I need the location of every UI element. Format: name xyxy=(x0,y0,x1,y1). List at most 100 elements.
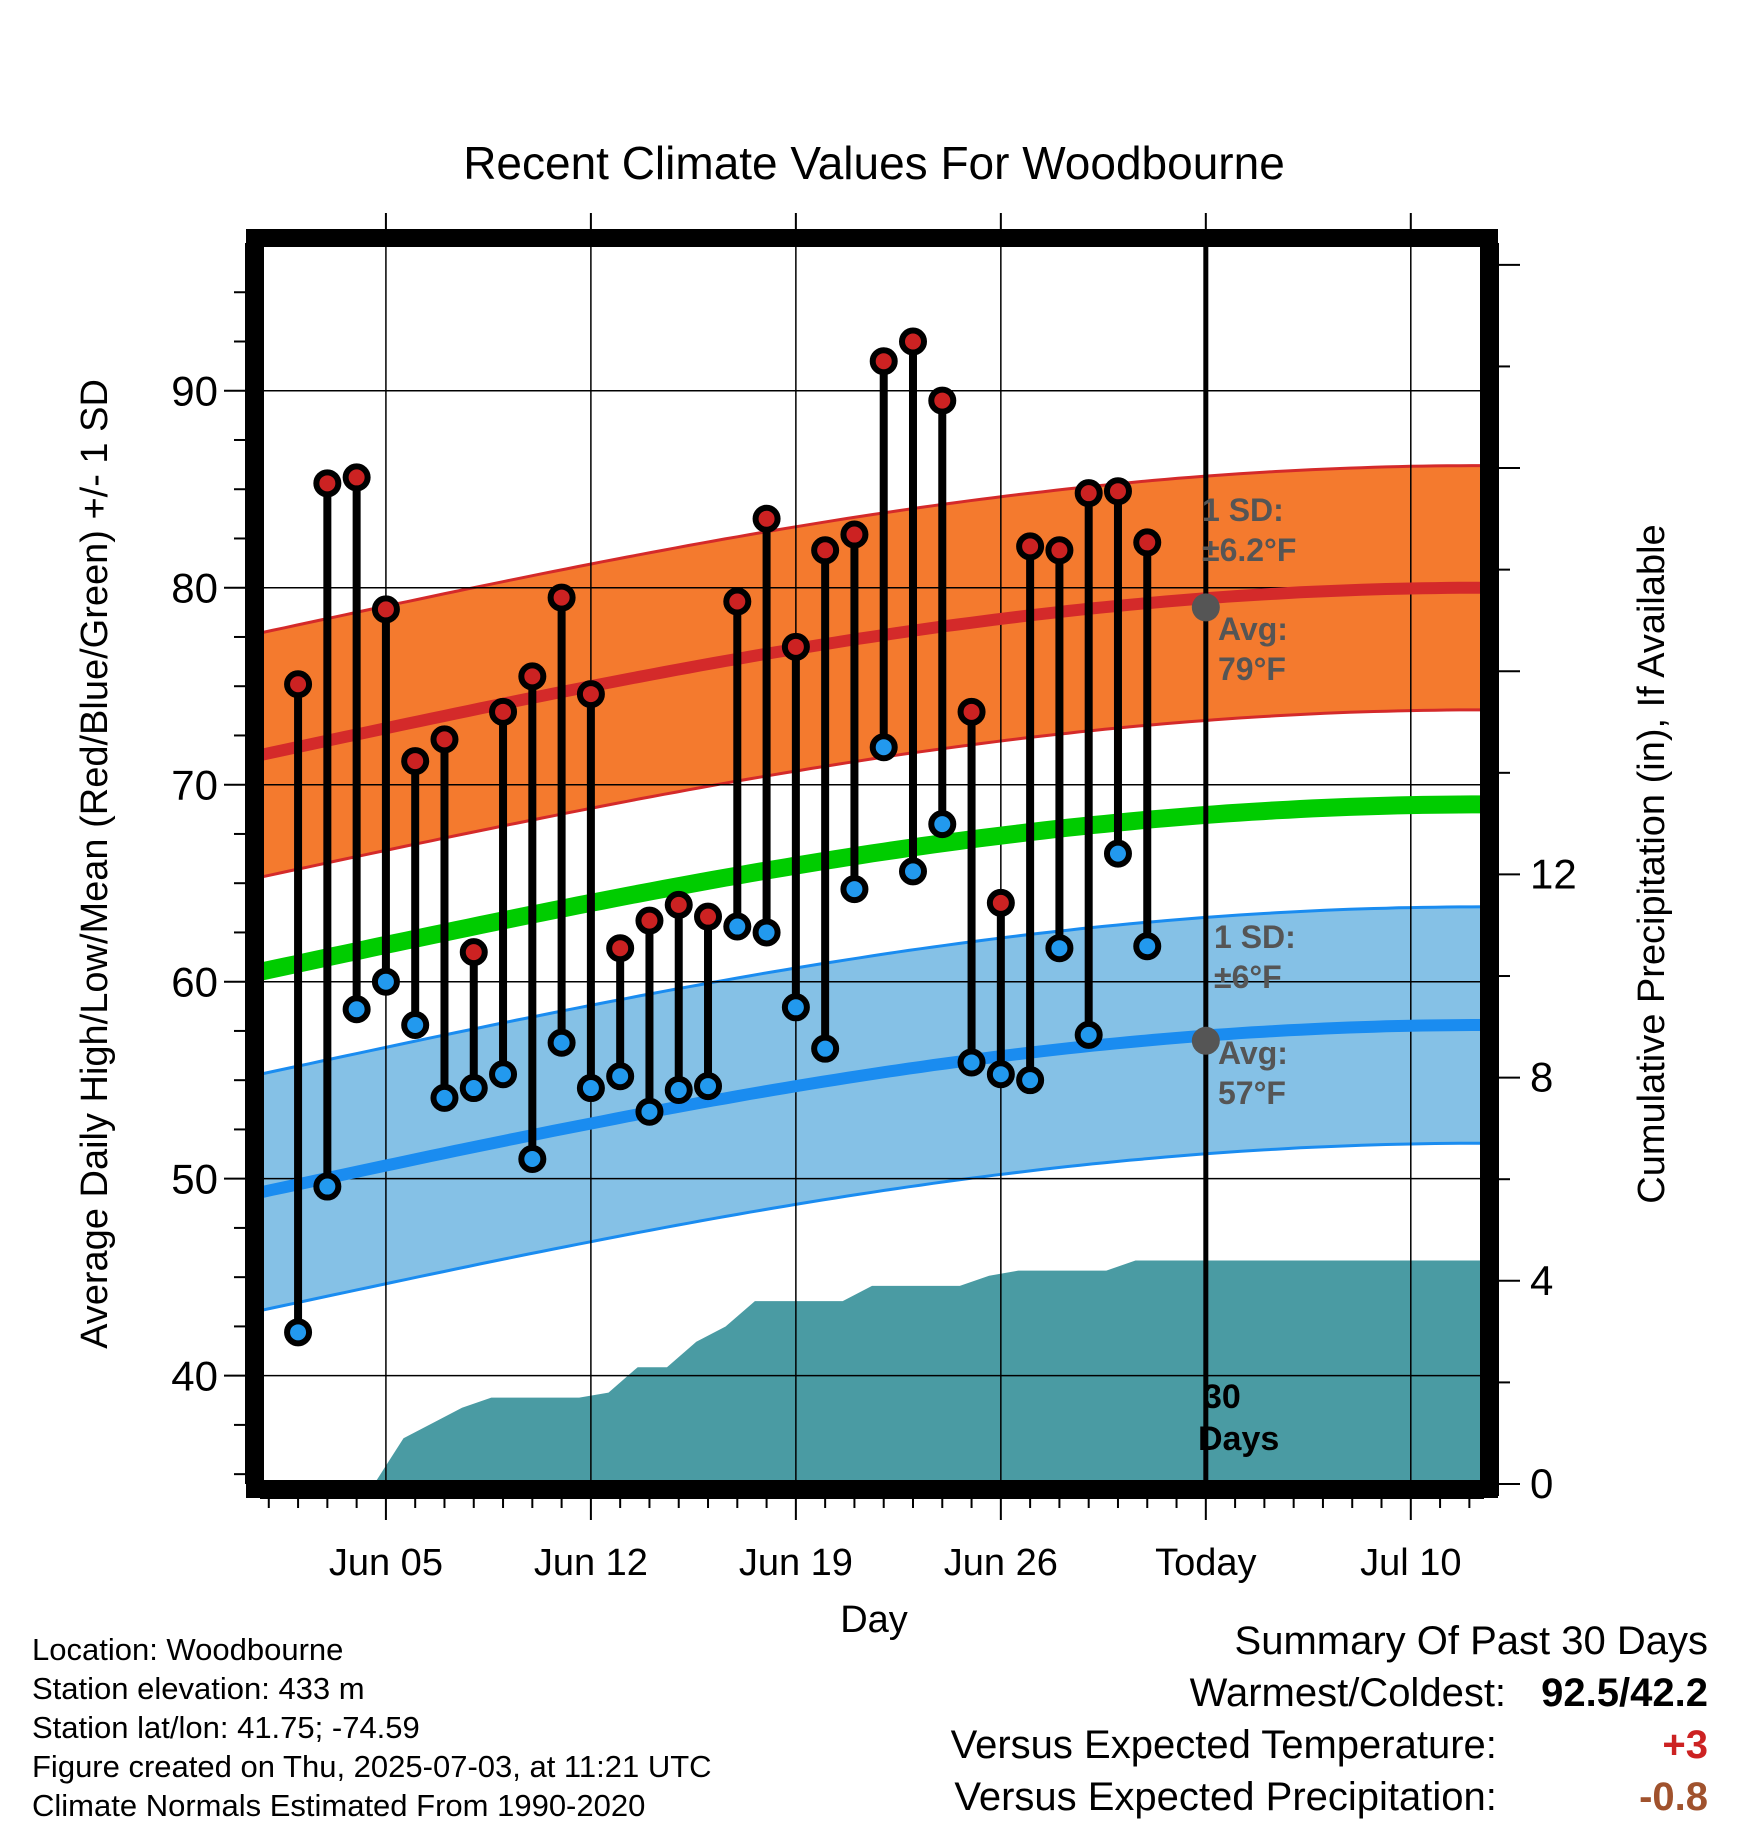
daily-low-point xyxy=(1074,1020,1103,1049)
daily-high-point xyxy=(664,890,693,919)
y-tick-label: 40 xyxy=(171,1353,218,1400)
daily-low-point xyxy=(284,1318,313,1347)
daily-high-point xyxy=(313,469,342,498)
daily-high-point xyxy=(694,902,723,931)
daily-high-point xyxy=(1103,477,1132,506)
daily-low-point xyxy=(401,1011,430,1040)
daily-high-point xyxy=(576,680,605,709)
normal-low-line xyxy=(260,1019,1484,1199)
elevation-text: Station elevation: 433 m xyxy=(32,1671,365,1706)
daily-low-point xyxy=(459,1074,488,1103)
daily-low-point xyxy=(898,857,927,886)
low-sd-lower-edge xyxy=(260,1141,1484,1313)
y2-axis-title: Cumulative Precipitation (in), If Availa… xyxy=(1631,524,1673,1203)
summary-panel: Summary Of Past 30 Days Warmest/Coldest:… xyxy=(951,1615,1708,1823)
daily-high-point xyxy=(342,463,371,492)
daily-high-point xyxy=(781,632,810,661)
y-tick-label: 60 xyxy=(171,959,218,1006)
daily-high-point xyxy=(1045,536,1074,565)
daily-high-point xyxy=(840,520,869,549)
daily-low-point xyxy=(547,1028,576,1057)
daily-high-point xyxy=(957,697,986,726)
x-tick-label: Jun 12 xyxy=(534,1542,648,1584)
high-sd-annotation: 1 SD: ±6.2°F xyxy=(1202,492,1296,568)
daily-low-point xyxy=(957,1048,986,1077)
daily-low-point xyxy=(752,918,781,947)
daily-high-point xyxy=(430,725,459,754)
low-sd-annotation: 1 SD: ±6°F xyxy=(1214,919,1296,995)
daily-high-point xyxy=(928,386,957,415)
created-text: Figure created on Thu, 2025-07-03, at 11… xyxy=(32,1749,712,1784)
x-tick-label: Today xyxy=(1155,1542,1256,1584)
temp-anomaly-value: +3 xyxy=(1662,1723,1708,1767)
precip-anomaly-value: -0.8 xyxy=(1639,1775,1708,1819)
daily-low-point xyxy=(723,912,752,941)
daily-high-point xyxy=(284,670,313,699)
daily-high-point xyxy=(371,595,400,624)
x-tick-label: Jun 05 xyxy=(329,1542,443,1584)
high-avg-annotation: Avg: 79°F xyxy=(1218,611,1288,687)
daily-low-point xyxy=(811,1034,840,1063)
normal-mean-line xyxy=(260,795,1484,981)
y2-tick-label: 0 xyxy=(1530,1460,1553,1507)
daily-high-point xyxy=(606,934,635,963)
summary-title: Summary Of Past 30 Days xyxy=(1234,1619,1708,1663)
daily-low-point xyxy=(928,810,957,839)
daily-high-point xyxy=(1133,528,1162,557)
daily-low-point xyxy=(576,1074,605,1103)
daily-low-point xyxy=(1103,839,1132,868)
daily-low-point xyxy=(664,1076,693,1105)
precipitation-area xyxy=(260,1260,1484,1484)
daily-high-point xyxy=(518,662,547,691)
daily-low-point xyxy=(781,993,810,1022)
daily-low-point xyxy=(986,1060,1015,1089)
x-tick-label: Jun 26 xyxy=(944,1542,1058,1584)
temp-anomaly-label: Versus Expected Temperature: xyxy=(950,1723,1497,1767)
daily-high-point xyxy=(459,938,488,967)
y-tick-label: 70 xyxy=(171,762,218,809)
daily-low-point xyxy=(869,733,898,762)
daily-low-point xyxy=(606,1062,635,1091)
low-sd-band xyxy=(260,906,1484,1311)
station-info: Location: Woodbourne Station elevation: … xyxy=(32,1630,712,1825)
y-tick-label: 50 xyxy=(171,1156,218,1203)
normal-high-line xyxy=(260,581,1484,762)
y-tick-label: 90 xyxy=(171,368,218,415)
plot-frame xyxy=(246,229,1498,1498)
daily-high-point xyxy=(811,536,840,565)
daily-low-point xyxy=(635,1097,664,1126)
daily-low-point xyxy=(518,1144,547,1173)
x-axis-title: Day xyxy=(840,1599,908,1641)
daily-low-point xyxy=(371,967,400,996)
y2-tick-label: 8 xyxy=(1530,1054,1553,1101)
daily-high-point xyxy=(401,747,430,776)
daily-low-point xyxy=(1016,1066,1045,1095)
daily-high-point xyxy=(547,583,576,612)
chart-title: Recent Climate Values For Woodbourne xyxy=(463,137,1285,189)
y2-tick-label: 12 xyxy=(1530,850,1577,897)
warm-cold-label: Warmest/Coldest: xyxy=(1189,1671,1507,1715)
high-sd-upper-edge xyxy=(260,464,1484,635)
warm-cold-value: 92.5/42.2 xyxy=(1541,1671,1708,1715)
daily-high-point xyxy=(752,504,781,533)
daily-low-point xyxy=(1133,932,1162,961)
daily-high-point xyxy=(986,888,1015,917)
low-sd-upper-edge xyxy=(260,905,1484,1076)
daily-low-point xyxy=(694,1072,723,1101)
x-tick-label: Jul 10 xyxy=(1360,1542,1461,1584)
normals-text: Climate Normals Estimated From 1990-2020 xyxy=(32,1788,646,1823)
y-tick-label: 80 xyxy=(171,565,218,612)
daily-high-point xyxy=(869,347,898,376)
daily-high-point xyxy=(1016,532,1045,561)
latlon-text: Station lat/lon: 41.75; -74.59 xyxy=(32,1710,420,1745)
daily-low-point xyxy=(313,1172,342,1201)
daily-high-point xyxy=(489,697,518,726)
daily-high-point xyxy=(635,906,664,935)
low-avg-annotation: Avg: 57°F xyxy=(1218,1035,1288,1111)
daily-high-point xyxy=(723,587,752,616)
precip-anomaly-label: Versus Expected Precipitation: xyxy=(954,1775,1497,1819)
location-text: Location: Woodbourne xyxy=(32,1632,344,1667)
high-sd-band xyxy=(260,465,1484,878)
high-sd-lower-edge xyxy=(260,708,1484,879)
